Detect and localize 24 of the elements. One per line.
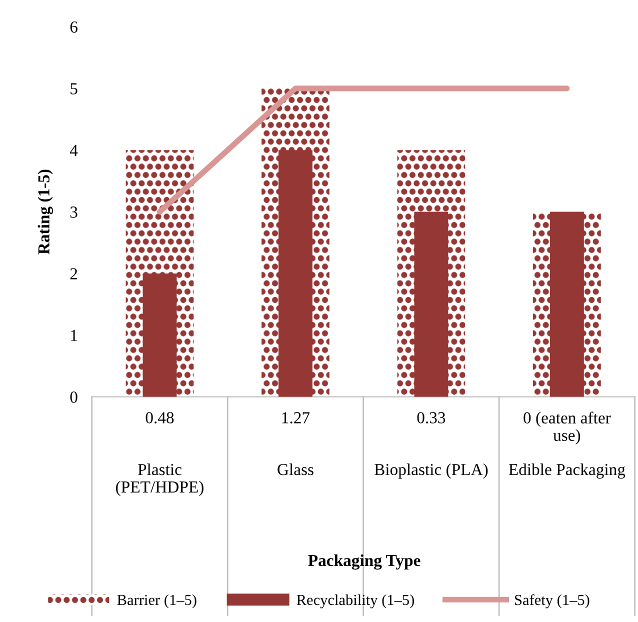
legend-label: Recyclability (1–5) [296, 594, 414, 608]
text: 0.33 [417, 412, 446, 424]
bar [550, 212, 584, 397]
y-tick-label: 2 [70, 268, 78, 280]
y-tick-label: 6 [70, 21, 78, 33]
x-tick-label: Edible Packaging [508, 463, 626, 479]
y-tick-label: 5 [70, 83, 78, 94]
bar [414, 212, 448, 397]
x-tick-label: Plastic (PET/HDPE) [116, 463, 204, 496]
text: 0.48 [146, 412, 174, 424]
y-tick-label: 0 [70, 392, 78, 403]
y-tick-label: 1 [71, 330, 77, 341]
bar [142, 273, 177, 397]
text: 0 (eaten after use) [524, 412, 611, 444]
legend-label: Barrier (1–5) [117, 594, 196, 608]
legend-label: Safety (1–5) [515, 594, 590, 608]
bar [278, 150, 312, 397]
x-axis-title: Packaging Type [308, 554, 420, 570]
x-tick-label: Bioplastic (PLA) [374, 463, 488, 479]
y-tick-label: 4 [70, 144, 78, 156]
y-axis-title: Rating (1-5) [38, 170, 53, 254]
y-tick-label: 3 [70, 206, 78, 218]
text: 1.27 [282, 412, 310, 424]
x-tick-label: Glass [278, 463, 314, 476]
